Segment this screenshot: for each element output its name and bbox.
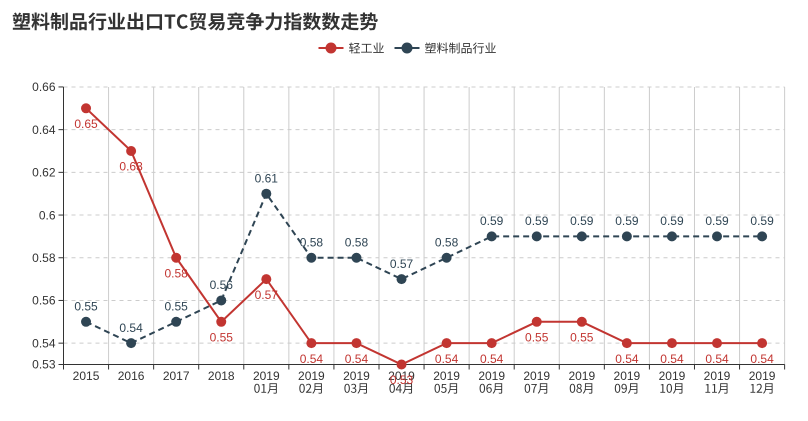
svg-text:0.58: 0.58 xyxy=(165,266,189,280)
svg-text:2019: 2019 xyxy=(659,369,686,383)
svg-text:2019: 2019 xyxy=(614,369,641,383)
svg-text:0.54: 0.54 xyxy=(435,352,459,366)
svg-text:0.57: 0.57 xyxy=(390,257,414,271)
svg-text:0.58: 0.58 xyxy=(300,235,324,249)
svg-text:0.54: 0.54 xyxy=(32,336,56,350)
svg-text:0.65: 0.65 xyxy=(74,117,98,131)
svg-text:2018: 2018 xyxy=(208,369,235,383)
svg-text:0.62: 0.62 xyxy=(32,166,56,180)
svg-text:0.56: 0.56 xyxy=(32,294,56,308)
svg-text:0.57: 0.57 xyxy=(255,288,279,302)
svg-text:0.58: 0.58 xyxy=(435,235,459,249)
svg-text:0.59: 0.59 xyxy=(615,214,639,228)
svg-text:2019: 2019 xyxy=(343,369,370,383)
svg-text:0.59: 0.59 xyxy=(480,214,504,228)
svg-text:0.63: 0.63 xyxy=(119,160,143,174)
svg-text:0.54: 0.54 xyxy=(750,352,774,366)
svg-text:0.54: 0.54 xyxy=(615,352,639,366)
svg-text:2019: 2019 xyxy=(253,369,280,383)
svg-text:0.53: 0.53 xyxy=(32,358,56,372)
svg-text:0.54: 0.54 xyxy=(300,352,324,366)
svg-text:0.56: 0.56 xyxy=(210,278,234,292)
svg-text:0.64: 0.64 xyxy=(32,123,56,137)
svg-text:0.59: 0.59 xyxy=(660,214,684,228)
svg-text:0.59: 0.59 xyxy=(570,214,594,228)
svg-text:0.6: 0.6 xyxy=(39,208,56,222)
svg-text:2019: 2019 xyxy=(523,369,550,383)
svg-text:0.55: 0.55 xyxy=(525,331,549,345)
svg-text:0.59: 0.59 xyxy=(525,214,549,228)
svg-text:2019: 2019 xyxy=(749,369,776,383)
svg-text:0.53: 0.53 xyxy=(390,373,414,387)
svg-text:2019: 2019 xyxy=(388,369,415,383)
svg-text:0.59: 0.59 xyxy=(705,214,729,228)
svg-text:2019: 2019 xyxy=(704,369,731,383)
svg-text:0.54: 0.54 xyxy=(705,352,729,366)
svg-text:0.54: 0.54 xyxy=(345,352,369,366)
svg-text:2016: 2016 xyxy=(118,369,145,383)
svg-text:0.54: 0.54 xyxy=(480,352,504,366)
svg-text:2017: 2017 xyxy=(163,369,190,383)
svg-text:2019: 2019 xyxy=(298,369,325,383)
svg-text:2019: 2019 xyxy=(568,369,595,383)
svg-text:2015: 2015 xyxy=(73,369,100,383)
svg-text:0.59: 0.59 xyxy=(750,214,774,228)
svg-text:0.55: 0.55 xyxy=(165,300,189,314)
svg-text:0.58: 0.58 xyxy=(345,235,369,249)
svg-text:0.55: 0.55 xyxy=(570,331,594,345)
svg-text:2019: 2019 xyxy=(478,369,505,383)
svg-text:0.61: 0.61 xyxy=(255,171,279,185)
svg-text:0.66: 0.66 xyxy=(32,80,56,94)
svg-text:0.55: 0.55 xyxy=(74,300,98,314)
svg-text:2019: 2019 xyxy=(433,369,460,383)
svg-text:0.55: 0.55 xyxy=(210,331,234,345)
svg-text:0.58: 0.58 xyxy=(32,251,56,265)
svg-text:0.54: 0.54 xyxy=(119,321,143,335)
svg-text:0.54: 0.54 xyxy=(660,352,684,366)
